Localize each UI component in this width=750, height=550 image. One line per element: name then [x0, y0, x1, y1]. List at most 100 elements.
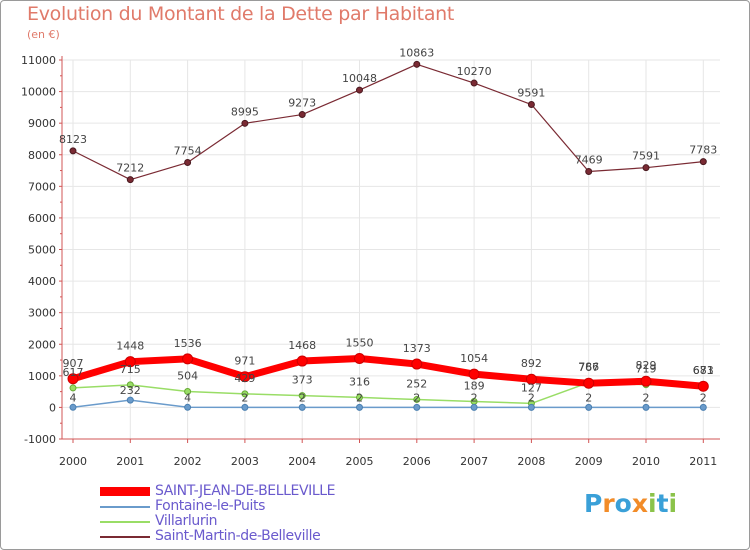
logo-letter: r [602, 489, 615, 518]
legend-swatch-saint-martin [100, 536, 150, 538]
data-point-saint_jean [67, 373, 79, 385]
data-point-fontaine [126, 396, 134, 404]
x-tick-label: 2002 [174, 455, 202, 468]
data-label-fontaine: 2 [700, 391, 707, 404]
data-label-villarlurin: 683 [693, 364, 714, 377]
y-tick-label: 8000 [28, 149, 56, 162]
data-label-villarlurin: 127 [521, 381, 542, 394]
y-tick-label: 3000 [28, 307, 56, 320]
data-point-saint_martin [585, 168, 593, 176]
data-label-villarlurin: 316 [349, 375, 370, 388]
data-label-fontaine: 2 [585, 391, 592, 404]
data-label-villarlurin: 617 [63, 366, 84, 379]
data-label-saint_jean: 971 [234, 355, 255, 368]
data-point-saint_martin [356, 86, 363, 94]
legend-swatch-saint-jean [100, 487, 150, 496]
x-tick-label: 2003 [231, 455, 259, 468]
data-point-saint_jean [640, 375, 652, 387]
data-label-fontaine: 2 [528, 391, 535, 404]
data-label-fontaine: 2 [471, 391, 478, 404]
legend-label-fontaine: Fontaine-le-Puits [155, 498, 265, 514]
data-point-saint_jean [182, 353, 194, 365]
y-tick-label: 9000 [28, 117, 56, 130]
data-point-saint_martin [241, 119, 249, 127]
y-tick-label: 2000 [28, 338, 56, 351]
data-label-villarlurin: 429 [234, 372, 255, 385]
data-point-saint_jean [697, 380, 709, 392]
data-label-saint_jean: 829 [636, 359, 657, 372]
data-label-saint_martin: 9591 [517, 87, 545, 100]
x-tick-label: 2006 [403, 455, 431, 468]
logo-letter: P [584, 489, 603, 518]
data-label-fontaine: 2 [413, 391, 420, 404]
data-label-fontaine: 2 [299, 391, 306, 404]
data-point-villarlurin [126, 381, 134, 389]
data-label-saint_martin: 9273 [288, 97, 316, 110]
data-label-saint_martin: 7783 [689, 144, 717, 157]
logo-letter: i [668, 489, 678, 518]
data-point-saint_martin [470, 79, 478, 87]
data-label-saint_jean: 1550 [346, 336, 374, 349]
data-point-saint_jean [468, 368, 480, 380]
y-tick-label: 11000 [21, 54, 56, 67]
data-point-villarlurin [69, 384, 77, 392]
series-layer [67, 60, 709, 411]
data-label-saint_martin: 7469 [575, 154, 603, 167]
data-point-saint_martin [69, 147, 77, 155]
x-tick-label: 2001 [116, 455, 144, 468]
data-label-saint_martin: 7754 [174, 145, 202, 158]
data-label-saint_jean: 767 [578, 361, 599, 374]
x-tick-label: 2010 [632, 455, 660, 468]
data-point-fontaine [413, 403, 421, 411]
data-label-fontaine: 232 [120, 384, 141, 397]
data-label-saint_jean: 1448 [116, 340, 144, 353]
y-tick-label: 10000 [21, 86, 56, 99]
data-point-villarlurin [184, 387, 192, 395]
data-label-villarlurin: 252 [406, 377, 427, 390]
data-label-fontaine: 4 [184, 391, 191, 404]
y-tick-label: 4000 [28, 275, 56, 288]
x-tick-label: 2007 [460, 455, 488, 468]
series-line-saint_martin [72, 63, 704, 181]
data-label-fontaine: 2 [241, 391, 248, 404]
data-label-fontaine: 2 [356, 391, 363, 404]
data-label-saint_jean: 671 [693, 364, 714, 377]
data-point-saint_jean [525, 373, 537, 385]
data-point-villarlurin [298, 392, 306, 400]
data-label-villarlurin: 504 [177, 369, 198, 382]
data-label-fontaine: 4 [70, 391, 77, 404]
legend-swatch-villarlurin [100, 521, 150, 523]
y-tick-label: -1000 [24, 433, 56, 446]
data-label-saint_martin: 8995 [231, 105, 259, 118]
data-label-saint_jean: 1054 [460, 352, 488, 365]
data-point-saint_martin [126, 176, 134, 184]
x-tick-label: 2009 [575, 455, 603, 468]
data-point-saint_martin [413, 60, 421, 68]
data-label-saint_jean: 1468 [288, 339, 316, 352]
data-label-layer: 8123 7212 7754 8995 9273 10048 10863 10270 9591 7… [59, 46, 717, 404]
y-tick-label: 5000 [28, 244, 56, 257]
y-tick-label: 7000 [28, 180, 56, 193]
data-point-fontaine [699, 403, 707, 411]
series-line-fontaine [72, 399, 705, 409]
data-label-saint_jean: 1536 [174, 337, 202, 350]
logo-letter: o [614, 489, 632, 518]
legend-label-villarlurin: Villarlurin [155, 513, 218, 529]
legend-label-saint-martin: Saint-Martin-de-Belleville [155, 528, 321, 544]
data-point-villarlurin [241, 390, 249, 398]
data-label-saint_martin: 10270 [457, 65, 492, 78]
data-point-fontaine [470, 403, 478, 411]
data-point-saint_martin [699, 158, 707, 166]
data-point-fontaine [241, 403, 249, 411]
data-point-fontaine [69, 403, 77, 411]
data-point-saint_jean [354, 352, 365, 364]
logo-letter: t [656, 489, 669, 518]
data-point-fontaine [298, 403, 306, 411]
data-label-saint_jean: 907 [63, 357, 84, 370]
data-point-fontaine [642, 403, 650, 411]
data-label-villarlurin: 786 [578, 361, 599, 374]
data-point-saint_jean [296, 355, 308, 367]
data-label-saint_jean: 1373 [403, 342, 431, 355]
series-line-saint_jean [69, 354, 707, 390]
